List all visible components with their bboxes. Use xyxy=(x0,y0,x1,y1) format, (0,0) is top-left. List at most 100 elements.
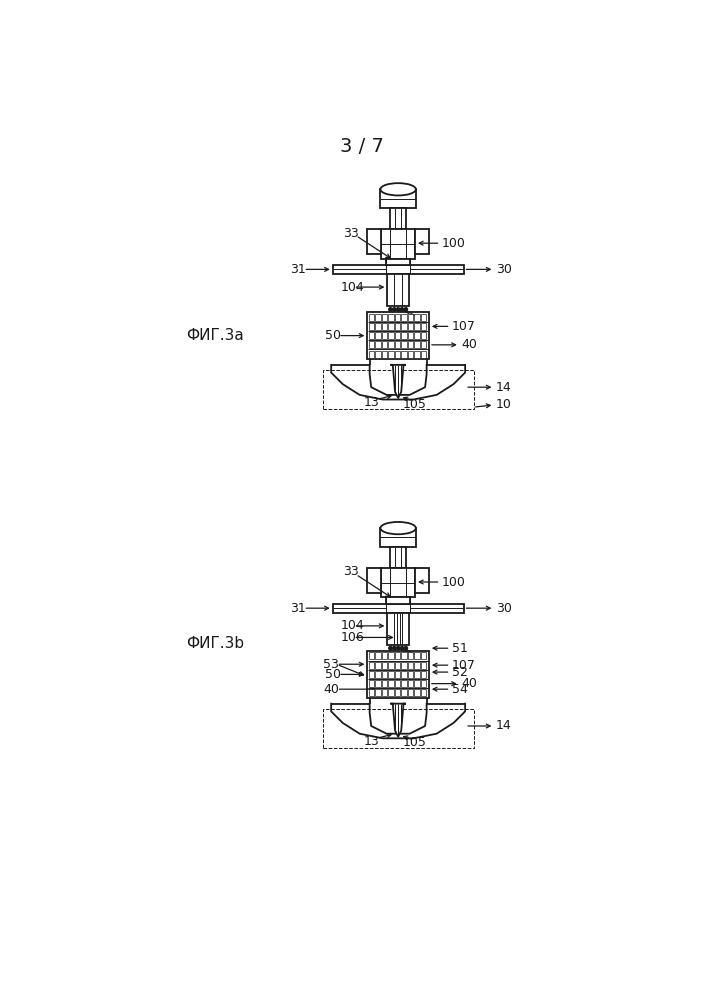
Polygon shape xyxy=(390,365,406,398)
Text: 104: 104 xyxy=(341,281,365,294)
Polygon shape xyxy=(390,704,406,737)
Bar xyxy=(382,314,387,321)
Text: 40: 40 xyxy=(461,677,477,690)
Bar xyxy=(388,671,394,678)
Bar xyxy=(375,680,381,687)
Bar xyxy=(375,332,381,339)
Bar xyxy=(375,314,381,321)
Bar xyxy=(402,680,407,687)
Bar xyxy=(402,671,407,678)
Bar xyxy=(369,332,374,339)
Text: 105: 105 xyxy=(403,398,427,411)
Text: 33: 33 xyxy=(343,565,358,578)
Text: 100: 100 xyxy=(442,576,466,588)
Bar xyxy=(402,314,407,321)
Bar xyxy=(421,314,426,321)
Bar xyxy=(408,351,414,358)
Bar xyxy=(414,671,420,678)
Bar xyxy=(414,332,420,339)
Circle shape xyxy=(389,647,392,650)
Bar xyxy=(395,314,400,321)
Bar xyxy=(402,689,407,696)
Bar xyxy=(386,597,411,604)
Bar xyxy=(375,323,381,330)
Circle shape xyxy=(400,308,404,311)
Circle shape xyxy=(392,647,396,650)
Bar xyxy=(382,351,387,358)
Bar xyxy=(414,323,420,330)
Text: 54: 54 xyxy=(452,683,468,696)
Bar xyxy=(324,709,474,748)
Bar xyxy=(395,332,400,339)
Bar xyxy=(421,332,426,339)
Bar xyxy=(388,689,394,696)
Bar xyxy=(382,323,387,330)
Bar xyxy=(388,341,394,348)
Circle shape xyxy=(404,647,407,650)
Text: 13: 13 xyxy=(364,396,380,409)
Bar xyxy=(402,341,407,348)
Bar xyxy=(382,652,387,659)
Text: 30: 30 xyxy=(496,263,512,276)
Text: 52: 52 xyxy=(452,666,468,679)
Bar xyxy=(395,680,400,687)
Text: 104: 104 xyxy=(341,619,365,632)
Bar xyxy=(382,332,387,339)
Bar xyxy=(414,314,420,321)
Bar xyxy=(395,351,400,358)
Bar xyxy=(380,528,416,547)
Text: 30: 30 xyxy=(496,602,512,615)
Bar xyxy=(414,680,420,687)
Circle shape xyxy=(389,308,392,311)
Bar xyxy=(415,568,429,593)
Bar xyxy=(402,652,407,659)
Bar xyxy=(369,351,374,358)
Text: ФИГ.3a: ФИГ.3a xyxy=(187,328,244,343)
Bar xyxy=(381,229,415,259)
Bar xyxy=(333,265,464,274)
Text: 40: 40 xyxy=(461,338,477,351)
Text: 100: 100 xyxy=(442,237,466,250)
Ellipse shape xyxy=(380,522,416,534)
Bar xyxy=(381,568,415,597)
Bar xyxy=(388,314,394,321)
Bar xyxy=(369,323,374,330)
Bar xyxy=(395,652,400,659)
Bar xyxy=(375,652,381,659)
Text: 40: 40 xyxy=(324,683,339,696)
Text: 13: 13 xyxy=(364,735,380,748)
Bar xyxy=(408,323,414,330)
Circle shape xyxy=(397,308,400,311)
Bar xyxy=(395,689,400,696)
Bar xyxy=(395,341,400,348)
Bar xyxy=(382,662,387,669)
Bar xyxy=(369,671,374,678)
Bar xyxy=(388,351,394,358)
Bar xyxy=(395,671,400,678)
Bar xyxy=(333,604,464,613)
Bar xyxy=(395,662,400,669)
Bar xyxy=(380,189,416,208)
Circle shape xyxy=(397,647,400,650)
Bar xyxy=(368,312,429,359)
Bar xyxy=(390,547,406,568)
Bar xyxy=(375,662,381,669)
Text: 107: 107 xyxy=(452,320,476,333)
Bar xyxy=(421,341,426,348)
Text: 106: 106 xyxy=(341,631,365,644)
Bar xyxy=(388,323,394,330)
Bar xyxy=(421,351,426,358)
Text: 14: 14 xyxy=(496,719,512,732)
Bar xyxy=(414,662,420,669)
Bar xyxy=(421,323,426,330)
Bar xyxy=(414,652,420,659)
Circle shape xyxy=(392,308,396,311)
Bar xyxy=(408,689,414,696)
Bar xyxy=(368,229,381,254)
Text: 14: 14 xyxy=(496,381,512,394)
Bar xyxy=(369,680,374,687)
Bar xyxy=(421,671,426,678)
Bar xyxy=(388,680,394,687)
Bar xyxy=(388,332,394,339)
Bar xyxy=(369,662,374,669)
